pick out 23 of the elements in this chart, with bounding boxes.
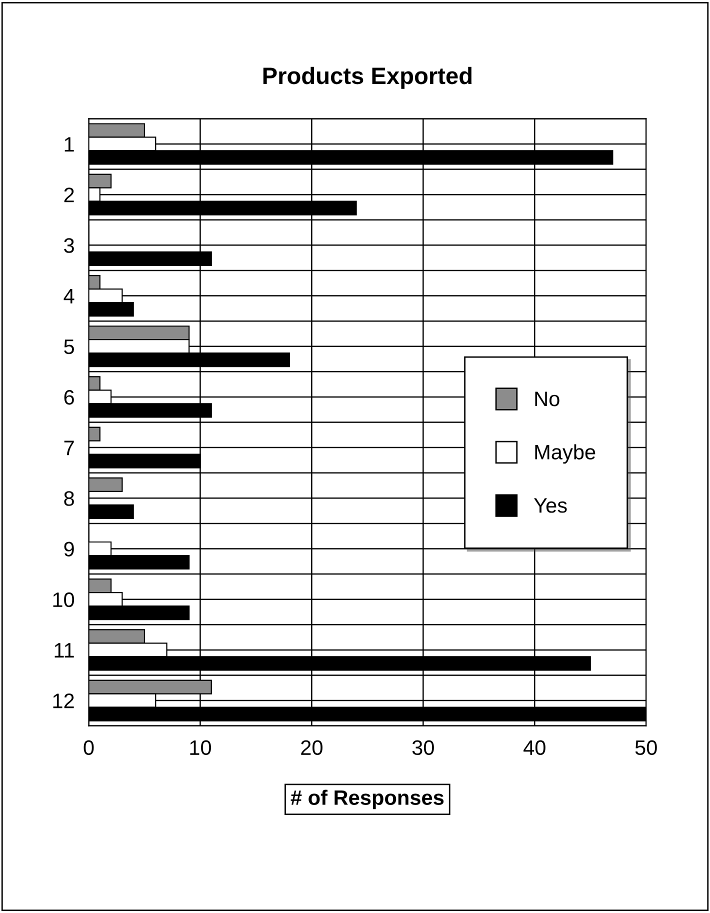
y-tick-label: 2 (64, 188, 74, 202)
y-tick-label: 9 (64, 542, 74, 557)
y-tick-label: 8 (64, 491, 74, 506)
y-tick-label: 5 (64, 340, 74, 354)
y-tick-label: 4 (64, 288, 74, 304)
y-tick-label: 11 (54, 643, 74, 658)
y-tick-label: 12 (53, 694, 74, 708)
x-tick-label: 10 (190, 740, 211, 756)
y-tick-label: 6 (64, 390, 74, 405)
y-tick-label: 3 (64, 238, 74, 253)
chart-title: Products Exported (263, 66, 472, 89)
x-tick-label: 40 (524, 740, 546, 756)
x-axis-title: # of Responses (290, 790, 444, 810)
y-tick-label: 7 (64, 440, 74, 456)
x-tick-label: 20 (301, 740, 322, 756)
legend-label: No (535, 392, 560, 406)
y-tick-label: 10 (53, 592, 74, 608)
x-tick-label: 30 (412, 740, 434, 756)
y-tick-label: 1 (64, 137, 74, 152)
legend-label: Yes (534, 498, 567, 513)
x-tick-label: 50 (635, 740, 657, 756)
legend-label: Maybe (535, 444, 596, 464)
x-tick-label: 0 (84, 740, 94, 756)
